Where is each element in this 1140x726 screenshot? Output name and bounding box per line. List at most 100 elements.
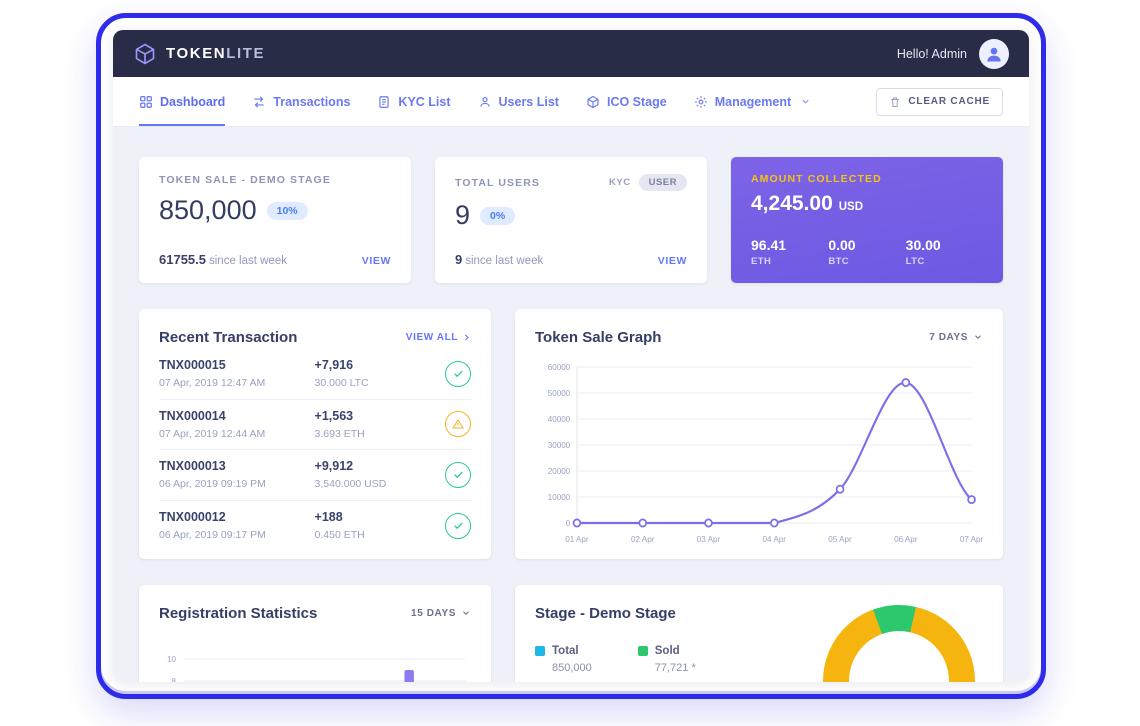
cube-icon: [587, 95, 599, 108]
total-users-badge: 0%: [480, 206, 516, 225]
svg-text:10: 10: [167, 655, 176, 664]
nav-transactions[interactable]: Transactions: [252, 77, 350, 126]
stats-row: TOKEN SALE - DEMO STAGE 850,000 10% 6175…: [139, 157, 1003, 283]
clipboard-icon: [379, 95, 390, 108]
breakdown-value: 0.00: [828, 237, 856, 253]
tokenlite-logo[interactable]: TOKENLITE: [133, 42, 265, 66]
nav-ico-stage[interactable]: ICO Stage: [586, 77, 667, 126]
transaction-detail: 0.450 ETH: [314, 528, 365, 541]
delta-value: 61755.5: [159, 252, 206, 267]
transaction-id: TNX000012: [159, 509, 226, 524]
stage-title: Stage - Demo Stage: [535, 604, 676, 622]
transaction-date: 06 Apr, 2019 09:17 PM: [159, 528, 266, 541]
breakdown-value: 30.00: [905, 237, 941, 253]
svg-text:60000: 60000: [548, 362, 571, 372]
breakdown-btc: 0.00 BTC: [828, 237, 905, 267]
chevron-down-icon: [463, 611, 469, 616]
registration-range-dropdown[interactable]: 15 DAYS: [411, 608, 471, 619]
nav-management[interactable]: Management: [694, 77, 811, 126]
amount-collected-value: 4,245.00: [751, 192, 833, 215]
breakdown-eth: 96.41 ETH: [751, 237, 828, 267]
delta-value: 9: [455, 252, 463, 267]
nav-kyc-list[interactable]: KYC List: [377, 77, 451, 126]
transaction-detail: 3.693 ETH: [314, 427, 365, 440]
logo-text-primary: TOKEN: [166, 45, 227, 62]
transaction-detail: 3,540.000 USD: [314, 478, 387, 491]
transaction-row[interactable]: TNX000014 07 Apr, 2019 12:44 AM +1,563 3.6…: [159, 400, 471, 451]
legend-total: Total 850,000: [535, 645, 592, 674]
check-icon: [453, 522, 463, 530]
nav-label: KYC List: [398, 94, 451, 109]
registration-statistics-title: Registration Statistics: [159, 604, 318, 622]
total-legend-swatch: [535, 646, 545, 656]
transaction-row[interactable]: TNX000012 06 Apr, 2019 09:17 PM +188 0.450…: [159, 501, 471, 551]
total-users-view-link[interactable]: VIEW: [657, 255, 687, 267]
main-nav: Dashboard Transactions KYC List Users Li…: [113, 77, 1029, 127]
chevron-down-icon: [802, 99, 809, 104]
app-window: TOKENLITE Hello! Admin Dashboard Transac…: [113, 30, 1029, 682]
dashboard-content: TOKEN SALE - DEMO STAGE 850,000 10% 6175…: [113, 127, 1029, 682]
check-icon: [453, 370, 463, 378]
transaction-row[interactable]: TNX000013 06 Apr, 2019 09:19 PM +9,912 3,5…: [159, 450, 471, 501]
warning-triangle-icon: [452, 419, 464, 429]
recent-transactions-title: Recent Transaction: [159, 328, 298, 346]
svg-text:05 Apr: 05 Apr: [828, 534, 852, 544]
avatar[interactable]: [979, 38, 1009, 69]
transaction-id: TNX000015: [159, 358, 226, 372]
svg-text:07 Apr: 07 Apr: [960, 534, 983, 544]
nav-users-list[interactable]: Users List: [478, 77, 559, 126]
toggle-kyc[interactable]: KYC: [609, 177, 631, 188]
amount-collected-currency: USD: [838, 201, 864, 213]
middle-row: Recent Transaction VIEW ALL TNX000015 07 …: [139, 309, 1003, 559]
greeting-text: Hello! Admin: [896, 46, 967, 61]
token-sale-card: TOKEN SALE - DEMO STAGE 850,000 10% 6175…: [139, 157, 411, 283]
registration-statistics-card: Registration Statistics 15 DAYS 10 8: [139, 585, 491, 682]
nav-label: Management: [714, 94, 792, 109]
currency-breakdown: 96.41 ETH 0.00 BTC 30.00 LTC: [751, 237, 983, 267]
transaction-amount: +7,916: [314, 358, 354, 372]
user-icon: [479, 96, 490, 107]
grid-icon: [140, 95, 152, 108]
topbar: TOKENLITE Hello! Admin: [113, 30, 1029, 77]
recent-transactions-card: Recent Transaction VIEW ALL TNX000015 07 …: [139, 309, 491, 559]
total-legend-value: 850,000: [552, 662, 592, 674]
chevron-right-icon: [464, 333, 469, 341]
breakdown-ltc: 30.00 LTC: [906, 237, 983, 267]
svg-text:10000: 10000: [548, 492, 571, 502]
token-sale-view-link[interactable]: VIEW: [361, 255, 391, 267]
delta-label: since last week: [209, 255, 287, 267]
transaction-date: 06 Apr, 2019 09:19 PM: [159, 478, 266, 491]
nav-label: Transactions: [273, 94, 351, 109]
total-users-delta: 9 since last week: [455, 251, 543, 269]
registration-range-label: 15 DAYS: [411, 607, 456, 619]
transaction-date: 07 Apr, 2019 12:44 AM: [159, 427, 266, 440]
sold-legend-swatch: [637, 646, 648, 656]
browser-frame: TOKENLITE Hello! Admin Dashboard Transac…: [96, 13, 1046, 699]
transaction-date: 07 Apr, 2019 12:47 AM: [159, 377, 266, 389]
svg-text:40000: 40000: [548, 414, 571, 424]
token-sale-badge: 10%: [266, 201, 308, 220]
svg-text:50000: 50000: [548, 388, 571, 398]
clear-cache-button[interactable]: CLEAR CACHE: [876, 87, 1003, 116]
graph-range-dropdown[interactable]: 7 DAYS: [929, 332, 983, 343]
svg-text:02 Apr: 02 Apr: [631, 534, 655, 544]
token-sale-delta: 61755.5 since last week: [159, 251, 287, 269]
transaction-list: TNX000015 07 Apr, 2019 12:47 AM +7,916 30.…: [159, 349, 471, 550]
nav-label: ICO Stage: [606, 94, 667, 109]
view-all-label: VIEW ALL: [405, 331, 458, 343]
transaction-row[interactable]: TNX000015 07 Apr, 2019 12:47 AM +7,916 30.…: [159, 349, 471, 400]
toggle-user[interactable]: USER: [638, 174, 687, 191]
token-sale-graph-title: Token Sale Graph: [535, 328, 662, 346]
amount-collected-card: AMOUNT COLLECTED 4,245.00 USD 96.41 ETH …: [731, 157, 1003, 283]
bottom-row: Registration Statistics 15 DAYS 10 8 Stag…: [139, 585, 1003, 682]
swap-arrows-icon: [254, 95, 264, 108]
svg-text:30000: 30000: [548, 440, 571, 450]
svg-text:20000: 20000: [548, 466, 571, 476]
breakdown-unit: LTC: [905, 256, 925, 267]
nav-dashboard[interactable]: Dashboard: [139, 77, 226, 126]
registration-chart: 10 8: [167, 655, 466, 682]
token-sale-value: 850,000: [159, 195, 257, 225]
svg-text:04 Apr: 04 Apr: [763, 534, 787, 544]
view-all-link[interactable]: VIEW ALL: [406, 332, 471, 343]
breakdown-value: 96.41: [751, 237, 787, 253]
